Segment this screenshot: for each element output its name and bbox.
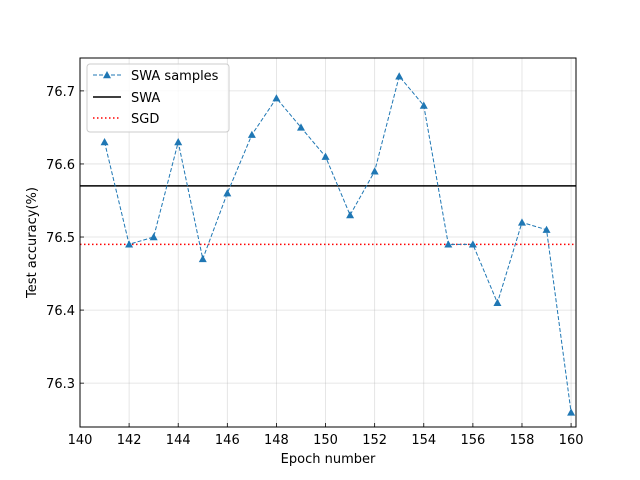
sample-point bbox=[223, 189, 232, 197]
sample-point bbox=[346, 211, 355, 219]
y-tick-label: 76.5 bbox=[46, 231, 75, 246]
legend-swa-label: SWA bbox=[131, 91, 160, 106]
x-tick-label: 144 bbox=[166, 433, 191, 448]
plot-area-frame bbox=[79, 57, 577, 428]
y-tick-label: 76.3 bbox=[46, 377, 75, 392]
grid bbox=[79, 58, 576, 427]
sample-point bbox=[493, 298, 502, 306]
sample-point bbox=[272, 94, 281, 102]
x-axis-ticks: 140 142 144 146 148 150 152 154 156 158 160 bbox=[68, 423, 584, 448]
x-tick-label: 152 bbox=[362, 433, 387, 448]
sample-point bbox=[198, 254, 207, 263]
x-tick-label: 154 bbox=[411, 433, 436, 448]
sample-point bbox=[370, 167, 379, 175]
x-tick-label: 158 bbox=[510, 433, 535, 448]
y-tick-label: 76.7 bbox=[46, 85, 75, 100]
sample-point bbox=[444, 240, 453, 248]
x-tick-label: 150 bbox=[313, 433, 338, 448]
legend-samples-marker bbox=[103, 71, 111, 79]
sample-point bbox=[296, 123, 305, 131]
sample-point bbox=[174, 138, 183, 146]
x-tick-label: 148 bbox=[264, 433, 289, 448]
sample-point bbox=[321, 152, 330, 160]
sample-point bbox=[567, 408, 576, 416]
x-tick-label: 160 bbox=[559, 433, 584, 448]
sample-point bbox=[149, 233, 158, 241]
x-tick-label: 146 bbox=[215, 433, 240, 448]
sample-point bbox=[247, 130, 256, 138]
sample-point bbox=[419, 101, 428, 109]
sample-point bbox=[100, 138, 109, 146]
sample-point bbox=[125, 240, 134, 248]
y-tick-label: 76.4 bbox=[46, 304, 75, 319]
x-tick-label: 140 bbox=[68, 433, 93, 448]
y-axis-label: Test accuracy(%) bbox=[25, 187, 40, 299]
sample-point bbox=[395, 72, 404, 80]
y-tick-label: 76.6 bbox=[46, 158, 75, 173]
sample-point bbox=[517, 218, 526, 226]
y-axis-ticks: 76.3 76.4 76.5 76.6 76.7 bbox=[46, 85, 84, 392]
legend: SWA samples SWA SGD bbox=[86, 63, 230, 133]
sample-point bbox=[542, 225, 551, 233]
x-tick-label: 142 bbox=[117, 433, 142, 448]
x-tick-label: 156 bbox=[460, 433, 485, 448]
x-axis-label: Epoch number bbox=[281, 452, 376, 467]
samples-series bbox=[100, 72, 576, 416]
legend-box bbox=[86, 63, 230, 133]
sample-point bbox=[468, 240, 477, 248]
samples-line bbox=[104, 75, 572, 413]
reference-lines bbox=[80, 185, 576, 246]
legend-sgd-label: SGD bbox=[131, 112, 159, 127]
legend-samples-label: SWA samples bbox=[131, 69, 219, 84]
